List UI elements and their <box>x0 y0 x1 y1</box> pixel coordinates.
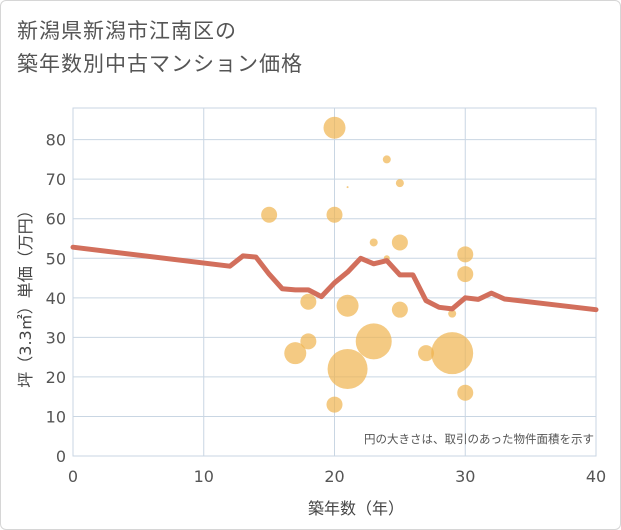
bubble-point <box>300 333 317 350</box>
bubble-point <box>395 179 404 188</box>
y-tick-label: 40 <box>46 289 66 308</box>
x-tick-label: 30 <box>455 467 475 486</box>
bubble-series <box>261 116 474 413</box>
y-tick-label: 10 <box>46 407 66 426</box>
axis-ticks: 0 10 20 30 40 50 60 70 80 0 10 20 30 40 <box>46 131 607 486</box>
x-tick-label: 40 <box>586 467 606 486</box>
bubble-point <box>418 345 435 362</box>
bubble-point <box>336 294 359 317</box>
bubble-point <box>326 206 343 223</box>
x-axis-label: 築年数（年） <box>308 499 404 518</box>
bubble-point <box>355 323 392 360</box>
trend-line-series <box>70 244 599 313</box>
bubble-point <box>327 349 368 389</box>
bubble-point <box>457 384 474 401</box>
x-tick-label: 10 <box>194 467 214 486</box>
plot-border <box>72 107 597 457</box>
bubble-point <box>369 238 378 247</box>
bubble-point <box>382 155 391 164</box>
trend-line <box>70 244 599 313</box>
bubble-point <box>261 206 278 223</box>
bubble-point <box>457 246 474 263</box>
bubble-point <box>284 342 307 365</box>
x-tick-label: 20 <box>324 467 344 486</box>
y-tick-label: 60 <box>46 210 66 229</box>
x-tick-label: 0 <box>68 467 78 486</box>
chart-title-line-1: 新潟県新潟市江南区の <box>17 19 237 43</box>
y-tick-label: 0 <box>56 447 66 466</box>
bubble-point <box>323 116 346 139</box>
chart-title: 新潟県新潟市江南区の 築年数別中古マンション価格 <box>17 15 303 81</box>
chart-title-line-2: 築年数別中古マンション価格 <box>17 52 303 76</box>
y-tick-label: 50 <box>46 249 66 268</box>
y-axis-label: 坪（3.3㎡）単価（万円） <box>16 202 35 387</box>
bubble-point <box>346 186 349 189</box>
bubble-point <box>431 332 474 375</box>
y-tick-label: 20 <box>46 368 66 387</box>
y-tick-label: 30 <box>46 328 66 347</box>
bubble-point <box>391 301 408 318</box>
bubble-point <box>448 309 457 318</box>
bubble-point <box>326 396 343 413</box>
bubble-point <box>300 293 317 310</box>
bubble-point <box>391 234 408 251</box>
bubble-point <box>457 266 474 283</box>
y-tick-label: 80 <box>46 131 66 150</box>
size-annotation: 円の大きさは、取引のあった物件面積を示す <box>364 432 594 446</box>
y-tick-label: 70 <box>46 170 66 189</box>
